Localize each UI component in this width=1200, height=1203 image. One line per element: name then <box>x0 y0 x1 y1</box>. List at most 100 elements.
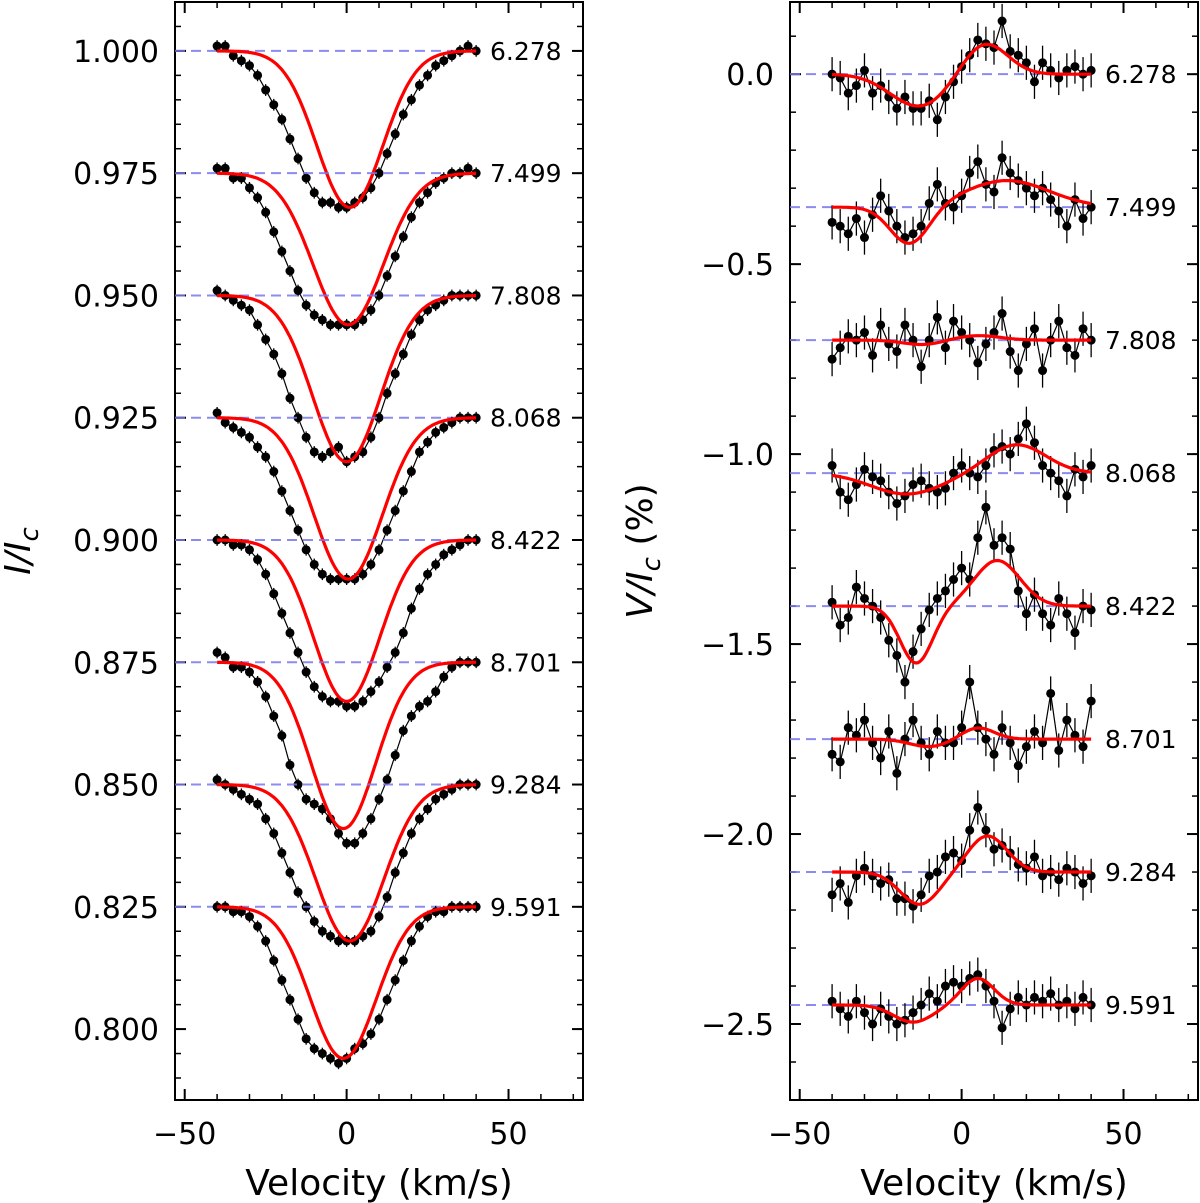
observed-point <box>431 427 441 437</box>
right-panel-circular-polarization: −50 0 50 0.0 −0.5 −1.0 −1.5 −2.0 −2.5 6.278 7.499 7… <box>620 1 1199 1203</box>
observed-point <box>334 828 344 838</box>
phase-label: 8.068 <box>1105 459 1177 488</box>
observed-point <box>827 749 837 759</box>
observed-point <box>390 750 400 760</box>
observed-point <box>334 202 344 212</box>
observed-point <box>220 418 230 428</box>
observed-point <box>455 540 465 550</box>
observed-point <box>1021 742 1031 752</box>
x-tick-label: −50 <box>768 1117 831 1152</box>
observed-point <box>261 85 271 95</box>
observed-point <box>1054 316 1064 326</box>
observed-point <box>1005 544 1015 554</box>
observed-point <box>859 233 869 243</box>
observed-point <box>876 878 886 888</box>
observed-point <box>439 789 449 799</box>
observed-point <box>390 129 400 139</box>
left-plot-content: −50 0 50 1.000 0.975 0.950 0.925 0.900 0.875 0.85… <box>73 1 583 1152</box>
observed-point <box>965 677 975 687</box>
observed-point <box>1013 366 1023 376</box>
observed-point <box>900 677 910 687</box>
observed-point <box>406 828 416 838</box>
observed-point <box>374 677 384 687</box>
observed-point <box>1038 461 1048 471</box>
y-tick-label: −2.5 <box>701 1008 774 1043</box>
observed-point <box>868 472 878 482</box>
observed-point <box>1070 62 1080 72</box>
observed-point <box>1078 324 1088 334</box>
observed-point <box>827 69 837 79</box>
observed-point <box>414 584 424 594</box>
series-group: 7.499 <box>790 140 1177 255</box>
observed-point <box>981 825 991 835</box>
phase-label: 8.422 <box>1105 592 1177 621</box>
observed-point <box>1005 449 1015 459</box>
observed-point <box>447 662 457 672</box>
x-tick-label: 50 <box>1104 1117 1142 1152</box>
observed-point <box>374 413 384 423</box>
observed-point <box>835 343 845 353</box>
observed-point <box>398 232 408 242</box>
observed-point <box>916 221 926 231</box>
observed-point <box>827 890 837 900</box>
observed-point <box>325 574 335 584</box>
observed-point <box>406 330 416 340</box>
model-curve <box>217 782 477 943</box>
observed-point <box>236 56 246 66</box>
right-x-axis-label: Velocity (km/s) <box>860 1163 1128 1203</box>
observed-point <box>382 995 392 1005</box>
observed-point <box>342 838 352 848</box>
observed-point <box>212 286 222 296</box>
observed-point <box>447 545 457 555</box>
observed-point <box>374 168 384 178</box>
observed-point <box>382 662 392 672</box>
observed-point <box>892 103 902 113</box>
observed-point <box>859 1008 869 1018</box>
observed-point <box>1078 472 1088 482</box>
series-group: 9.591 <box>175 893 562 1070</box>
observed-point <box>285 134 295 144</box>
observed-point <box>439 550 449 560</box>
observed-point <box>859 464 869 474</box>
observed-point <box>1046 620 1056 630</box>
y-tick-label: 1.000 <box>73 35 159 70</box>
observed-point <box>916 362 926 372</box>
observed-point <box>325 696 335 706</box>
observed-point <box>277 848 287 858</box>
observed-point <box>317 198 327 208</box>
observed-point <box>212 41 222 51</box>
observed-point <box>253 193 263 203</box>
observed-point <box>835 620 845 630</box>
observed-point <box>949 848 959 858</box>
observed-point <box>285 628 295 638</box>
observed-point <box>374 290 384 300</box>
observed-point <box>244 432 254 442</box>
observed-point <box>908 480 918 490</box>
observed-point <box>965 825 975 835</box>
observed-point <box>949 316 959 326</box>
observed-point <box>398 628 408 638</box>
observed-point <box>228 51 238 61</box>
observed-point <box>236 300 246 310</box>
model-curve <box>832 726 1092 749</box>
observed-point <box>1005 1004 1015 1014</box>
model-curve <box>832 179 1092 245</box>
observed-point <box>390 868 400 878</box>
observed-point <box>997 309 1007 319</box>
observed-point <box>317 452 327 462</box>
observed-point <box>1070 628 1080 638</box>
y-tick-label: 0.925 <box>73 402 159 437</box>
phase-label: 9.284 <box>1105 858 1177 887</box>
model-curve <box>217 660 477 831</box>
phase-label: 9.591 <box>490 893 562 922</box>
observed-point <box>981 461 991 471</box>
observed-point <box>309 916 319 926</box>
observed-point <box>228 173 238 183</box>
observed-point <box>414 315 424 325</box>
observed-point <box>989 187 999 197</box>
observed-point <box>884 635 894 645</box>
series-group: 8.701 <box>175 646 562 850</box>
observed-point <box>932 593 942 603</box>
observed-point <box>285 995 295 1005</box>
observed-point <box>997 16 1007 26</box>
